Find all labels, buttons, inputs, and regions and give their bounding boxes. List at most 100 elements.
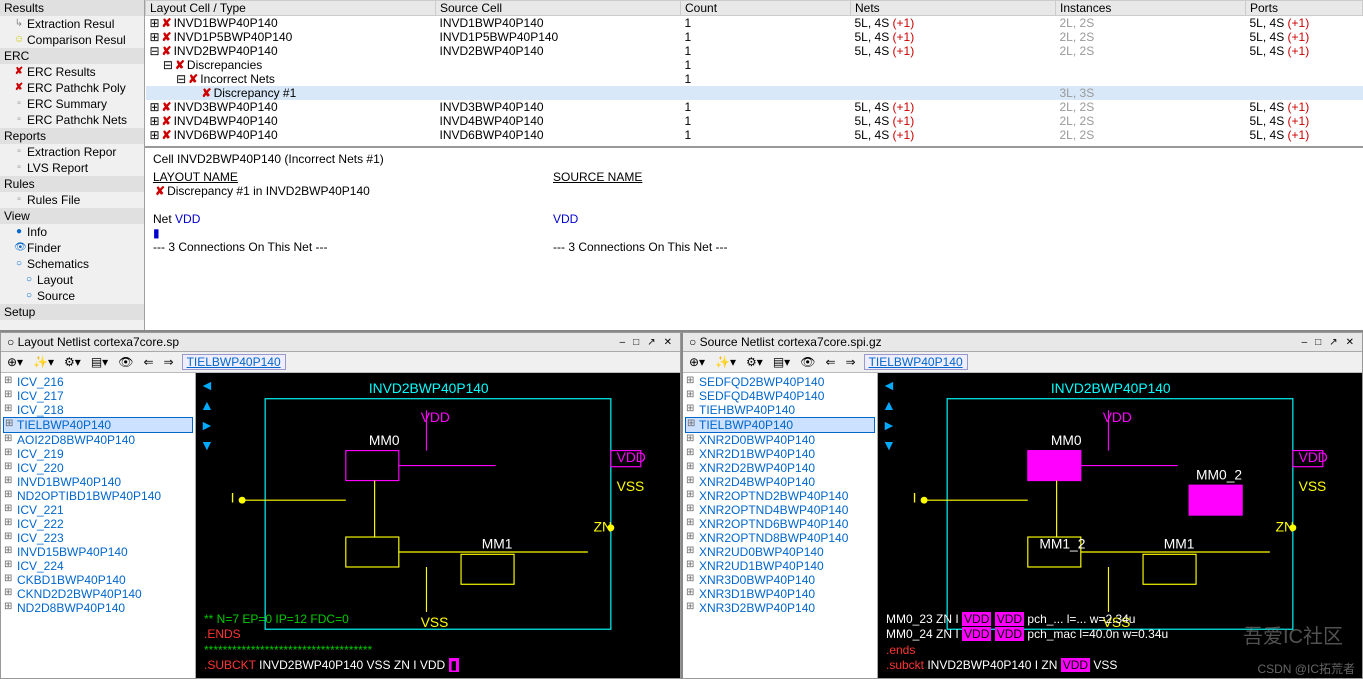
tree-item[interactable]: XNR2OPTND4BWP40P140 bbox=[685, 503, 875, 517]
nav-up-icon[interactable]: ▲ bbox=[882, 397, 896, 413]
tree-item[interactable]: XNR2D1BWP40P140 bbox=[685, 447, 875, 461]
tree-item[interactable]: ICV_216 bbox=[3, 375, 193, 389]
tree-item[interactable]: INVD1BWP40P140 bbox=[3, 475, 193, 489]
fwd-icon[interactable]: ⇒ bbox=[162, 355, 176, 369]
col-header[interactable]: Ports bbox=[1246, 1, 1363, 16]
tree-item[interactable]: TIELBWP40P140 bbox=[685, 417, 875, 433]
tree-item[interactable]: ICV_221 bbox=[3, 503, 193, 517]
tree-item[interactable]: XNR2D4BWP40P140 bbox=[685, 475, 875, 489]
tree-item[interactable]: XNR2OPTND8BWP40P140 bbox=[685, 531, 875, 545]
tree-item[interactable]: AOI22D8BWP40P140 bbox=[3, 433, 193, 447]
filter-icon[interactable]: ▤▾ bbox=[89, 355, 110, 369]
tree-item[interactable]: ND2OPTIBD1BWP40P140 bbox=[3, 489, 193, 503]
schematic-view[interactable]: ◄ ▲ ► ▼ INVD2BWP40P140 I VDD MM0 MM1 ZN … bbox=[196, 373, 680, 678]
nav-item[interactable]: 👁Finder bbox=[0, 240, 144, 256]
close-icon[interactable]: ✕ bbox=[662, 337, 674, 348]
tree-item[interactable]: XNR2UD1BWP40P140 bbox=[685, 559, 875, 573]
tree-item[interactable]: XNR2OPTND2BWP40P140 bbox=[685, 489, 875, 503]
back-icon[interactable]: ⇐ bbox=[141, 355, 155, 369]
nav-item[interactable]: ☺Comparison Resul bbox=[0, 32, 144, 48]
tree-item[interactable]: ICV_218 bbox=[3, 403, 193, 417]
minimize-icon[interactable]: – bbox=[1300, 337, 1310, 348]
close-icon[interactable]: ✕ bbox=[1344, 337, 1356, 348]
nav-item[interactable]: ↳Extraction Resul bbox=[0, 16, 144, 32]
nav-left-icon[interactable]: ◄ bbox=[882, 377, 896, 393]
nav-subitem[interactable]: ○Layout bbox=[0, 272, 144, 288]
expand-icon[interactable]: ⊟ bbox=[176, 72, 186, 86]
maximize-icon[interactable]: □ bbox=[631, 337, 641, 348]
nav-item[interactable]: ✘ERC Results bbox=[0, 64, 144, 80]
back-icon[interactable]: ⇐ bbox=[823, 355, 837, 369]
tree-item[interactable]: ICV_219 bbox=[3, 447, 193, 461]
fwd-icon[interactable]: ⇒ bbox=[844, 355, 858, 369]
detach-icon[interactable]: ↗ bbox=[1327, 337, 1339, 348]
tree-item[interactable]: INVD15BWP40P140 bbox=[3, 545, 193, 559]
tree-item[interactable]: CKND2D2BWP40P140 bbox=[3, 587, 193, 601]
wand-icon[interactable]: ✨▾ bbox=[31, 355, 56, 369]
tree-item[interactable]: XNR2D0BWP40P140 bbox=[685, 433, 875, 447]
cell-link[interactable]: TIELBWP40P140 bbox=[864, 354, 968, 370]
nav-left-icon[interactable]: ◄ bbox=[200, 377, 214, 393]
detach-icon[interactable]: ↗ bbox=[645, 337, 657, 348]
expand-icon[interactable]: ⊞ bbox=[150, 30, 160, 44]
nav-item[interactable]: ▫LVS Report bbox=[0, 160, 144, 176]
tree-item[interactable]: TIELBWP40P140 bbox=[3, 417, 193, 433]
nav-down-icon[interactable]: ▼ bbox=[200, 437, 214, 453]
tree-item[interactable]: ICV_224 bbox=[3, 559, 193, 573]
find-icon[interactable]: 👁 bbox=[798, 355, 817, 369]
wand-icon[interactable]: ✨▾ bbox=[713, 355, 738, 369]
tree-item[interactable]: XNR3D1BWP40P140 bbox=[685, 587, 875, 601]
table-row[interactable]: ⊟✘INVD2BWP40P140INVD2BWP40P14015L, 4S (+… bbox=[146, 44, 1363, 58]
tree-item[interactable]: XNR3D2BWP40P140 bbox=[685, 601, 875, 615]
col-header[interactable]: Source Cell bbox=[436, 1, 681, 16]
find-icon[interactable]: 👁 bbox=[116, 355, 135, 369]
tree-item[interactable]: ICV_220 bbox=[3, 461, 193, 475]
tree-item[interactable]: XNR2UD0BWP40P140 bbox=[685, 545, 875, 559]
tree-item[interactable]: ICV_217 bbox=[3, 389, 193, 403]
tree-item[interactable]: ICV_223 bbox=[3, 531, 193, 545]
expand-icon[interactable]: ⊞ bbox=[150, 128, 160, 142]
tree-item[interactable]: XNR2D2BWP40P140 bbox=[685, 461, 875, 475]
expand-icon[interactable]: ⊟ bbox=[150, 44, 160, 58]
tree-item[interactable]: XNR3D0BWP40P140 bbox=[685, 573, 875, 587]
expand-icon[interactable]: ⊟ bbox=[163, 58, 173, 72]
expand-icon[interactable]: ⊞ bbox=[150, 100, 160, 114]
tree-item[interactable]: SEDFQD2BWP40P140 bbox=[685, 375, 875, 389]
nav-item[interactable]: ▫Rules File bbox=[0, 192, 144, 208]
tree-item[interactable]: XNR2OPTND6BWP40P140 bbox=[685, 517, 875, 531]
nav-right-icon[interactable]: ► bbox=[200, 417, 214, 433]
table-row[interactable]: ⊟✘Incorrect Nets1 bbox=[146, 72, 1363, 86]
nav-item[interactable]: ▫ERC Pathchk Nets bbox=[0, 112, 144, 128]
nav-right-icon[interactable]: ► bbox=[882, 417, 896, 433]
nav-item[interactable]: ○Schematics bbox=[0, 256, 144, 272]
table-row[interactable]: ⊞✘INVD1P5BWP40P140INVD1P5BWP40P14015L, 4… bbox=[146, 30, 1363, 44]
col-header[interactable]: Layout Cell / Type bbox=[146, 1, 436, 16]
cell-link[interactable]: TIELBWP40P140 bbox=[182, 354, 286, 370]
tree-item[interactable]: ND2D8BWP40P140 bbox=[3, 601, 193, 615]
tree-item[interactable]: TIEHBWP40P140 bbox=[685, 403, 875, 417]
table-row[interactable]: ⊞✘INVD3BWP40P140INVD3BWP40P14015L, 4S (+… bbox=[146, 100, 1363, 114]
schematic-view[interactable]: ◄ ▲ ► ▼ INVD2BWP40P140 I VDD MM0 MM0_2 M… bbox=[878, 373, 1362, 678]
nav-item[interactable]: ●Info bbox=[0, 224, 144, 240]
expand-all-icon[interactable]: ⊕▾ bbox=[687, 355, 707, 369]
nav-up-icon[interactable]: ▲ bbox=[200, 397, 214, 413]
col-header[interactable]: Instances bbox=[1056, 1, 1246, 16]
maximize-icon[interactable]: □ bbox=[1313, 337, 1323, 348]
expand-icon[interactable]: ⊞ bbox=[150, 114, 160, 128]
tree-item[interactable]: ICV_222 bbox=[3, 517, 193, 531]
table-row[interactable]: ✘Discrepancy #1 3L, 3S bbox=[146, 86, 1363, 100]
col-header[interactable]: Nets bbox=[851, 1, 1056, 16]
nav-item[interactable]: ▫Extraction Repor bbox=[0, 144, 144, 160]
table-row[interactable]: ⊞✘INVD1BWP40P140INVD1BWP40P14015L, 4S (+… bbox=[146, 16, 1363, 31]
table-row[interactable]: ⊟✘Discrepancies1 bbox=[146, 58, 1363, 72]
tree-item[interactable]: CKBD1BWP40P140 bbox=[3, 573, 193, 587]
nav-subitem[interactable]: ○Source bbox=[0, 288, 144, 304]
filter-icon[interactable]: ▤▾ bbox=[771, 355, 792, 369]
table-row[interactable]: ⊞✘INVD4BWP40P140INVD4BWP40P14015L, 4S (+… bbox=[146, 114, 1363, 128]
col-header[interactable]: Count bbox=[681, 1, 851, 16]
tree-item[interactable]: SEDFQD4BWP40P140 bbox=[685, 389, 875, 403]
nav-item[interactable]: ▫ERC Summary bbox=[0, 96, 144, 112]
expand-all-icon[interactable]: ⊕▾ bbox=[5, 355, 25, 369]
settings-icon[interactable]: ⚙▾ bbox=[62, 355, 83, 369]
expand-icon[interactable]: ⊞ bbox=[150, 16, 160, 30]
